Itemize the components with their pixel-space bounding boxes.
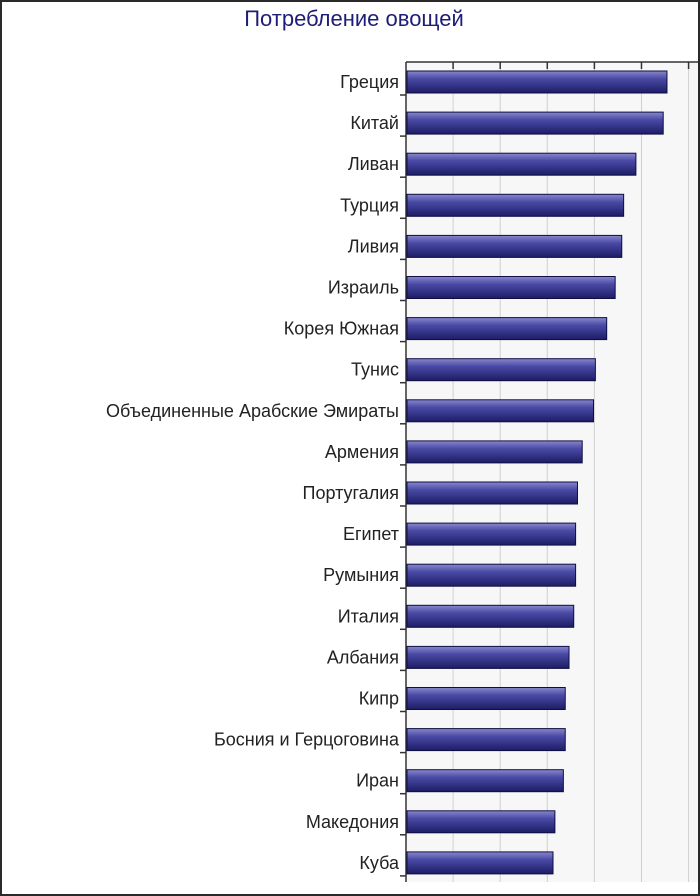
- bar: [406, 399, 595, 423]
- category-label: Италия: [338, 606, 399, 626]
- category-label: Объединенные Арабские Эмираты: [106, 401, 399, 421]
- category-label: Корея Южная: [284, 319, 399, 339]
- plot-area: [406, 62, 698, 882]
- bar: [406, 604, 575, 628]
- category-label: Египет: [343, 524, 399, 544]
- bar: [406, 317, 608, 341]
- category-label: Кипр: [359, 689, 399, 709]
- category-label: Португалия: [303, 483, 400, 503]
- bar: [406, 276, 616, 299]
- bar: [406, 522, 577, 546]
- category-label: Румыния: [323, 565, 399, 585]
- category-label: Греция: [340, 72, 399, 92]
- bar: [406, 728, 566, 752]
- bar: [406, 645, 570, 669]
- bar: [406, 851, 554, 875]
- category-label: Ливан: [348, 154, 399, 174]
- bar: [406, 193, 625, 217]
- bar: [406, 481, 578, 505]
- bar: [406, 810, 556, 834]
- category-label: Ливия: [348, 236, 399, 256]
- bar: [406, 769, 564, 793]
- bar: [406, 234, 623, 258]
- bar: [406, 687, 566, 710]
- category-label: Босния и Герцоговина: [214, 730, 400, 750]
- category-label: Иран: [356, 771, 399, 791]
- bar: [406, 440, 583, 464]
- category-label: Китай: [350, 113, 399, 133]
- category-label: Куба: [359, 853, 400, 873]
- category-label: Турция: [340, 195, 399, 215]
- bar: [406, 152, 637, 176]
- bar: [406, 563, 577, 587]
- bar: [406, 70, 668, 94]
- category-label: Албания: [327, 647, 399, 667]
- category-label: Армения: [325, 442, 399, 462]
- category-label: Тунис: [351, 360, 399, 380]
- category-label: Македония: [306, 812, 399, 832]
- chart-title: Потребление овощей: [244, 6, 464, 31]
- bar: [406, 111, 664, 135]
- category-label: Израиль: [328, 278, 399, 298]
- bar: [406, 358, 596, 382]
